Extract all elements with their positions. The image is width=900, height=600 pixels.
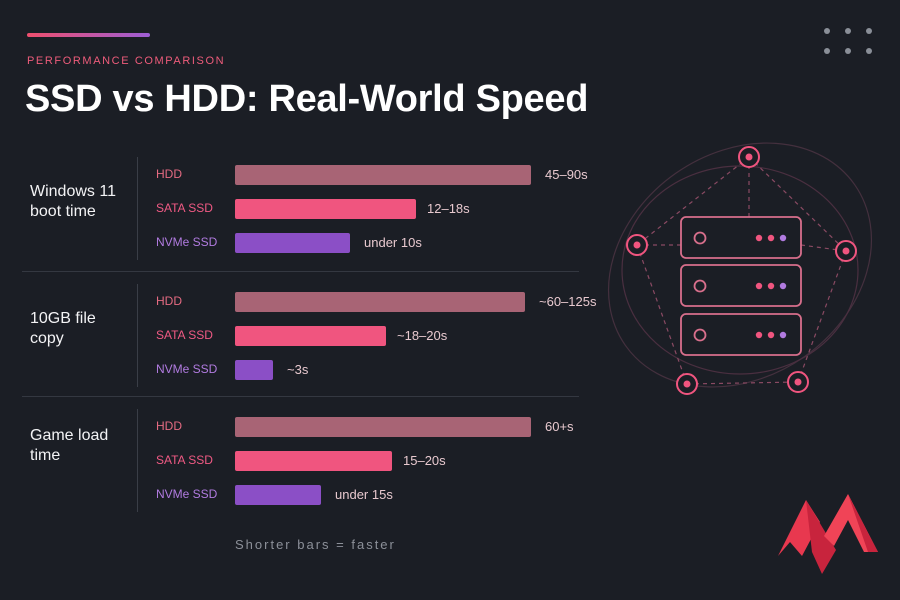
value-label: under 10s [364,235,422,250]
bar-row: NVMe SSD ~3s [0,360,600,380]
value-label: 45–90s [545,167,588,182]
bar-row: SATA SSD 12–18s [0,199,600,219]
series-label: NVMe SSD [156,487,218,501]
group-divider [137,409,138,512]
value-label: ~60–125s [539,294,597,309]
series-label: HDD [156,419,182,433]
series-label: NVMe SSD [156,235,218,249]
value-label: ~18–20s [397,328,448,343]
section-kicker: PERFORMANCE COMPARISON [27,55,226,67]
group-label: 10GB file copy [30,310,96,347]
bar-sata [235,199,416,219]
menu-dots-icon[interactable] [824,28,872,58]
page-title: SSD vs HDD: Real-World Speed [25,78,589,120]
bar-hdd [235,417,531,437]
bar-row: NVMe SSD under 10s [0,233,600,253]
group-separator [22,396,579,397]
bar-row: HDD 45–90s [0,165,600,185]
bar-hdd [235,165,531,185]
chart-footnote: Shorter bars = faster [235,537,396,552]
series-label: HDD [156,167,182,181]
group-label: Windows 11 boot time [30,183,116,220]
group-label: Game load time [30,427,109,464]
bar-row: HDD 60+s [0,417,600,437]
group-separator [22,271,579,272]
bar-row: HDD ~60–125s [0,292,600,312]
server-network-illustration [607,142,873,395]
chart-group: 10GB file copy HDD ~60–125s SATA SSD ~18–20s… [0,284,600,389]
bar-sata [235,326,386,346]
chart-group: Windows 11 boot time HDD 45–90s SATA SSD 12–… [0,157,600,262]
series-label: HDD [156,294,182,308]
bar-row: SATA SSD 15–20s [0,451,600,471]
series-label: SATA SSD [156,328,213,342]
series-label: NVMe SSD [156,362,218,376]
value-label: ~3s [287,362,309,377]
bar-nvme [235,233,350,253]
value-label: 60+s [545,419,574,434]
bar-nvme [235,360,273,380]
series-label: SATA SSD [156,453,213,467]
bar-row: SATA SSD ~18–20s [0,326,600,346]
brand-logo-icon [778,494,878,574]
series-label: SATA SSD [156,201,213,215]
value-label: 12–18s [427,201,470,216]
value-label: under 15s [335,487,393,502]
accent-line [27,33,150,37]
chart-group: Game load time HDD 60+s SATA SSD 15–20s NVMe … [0,409,600,514]
bar-row: NVMe SSD under 15s [0,485,600,505]
bar-sata [235,451,392,471]
value-label: 15–20s [403,453,446,468]
bar-hdd [235,292,525,312]
group-divider [137,157,138,260]
group-divider [137,284,138,387]
bar-nvme [235,485,321,505]
